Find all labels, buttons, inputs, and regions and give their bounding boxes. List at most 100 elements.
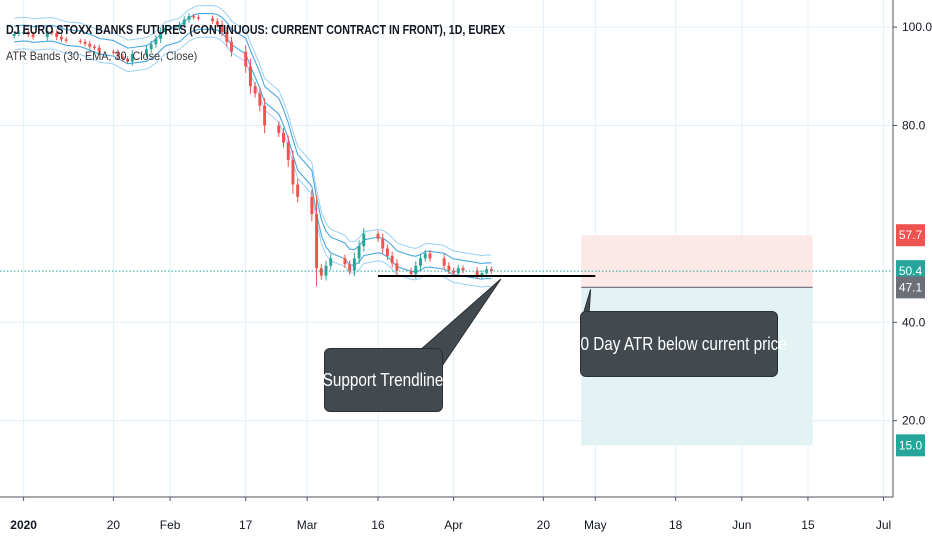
y-tick-label: 40.0 bbox=[902, 315, 926, 329]
candle bbox=[315, 195, 319, 287]
x-tick-label: May bbox=[584, 518, 607, 532]
callout-atr-text: 30 Day ATR below current price bbox=[571, 333, 787, 354]
candle bbox=[12, 31, 16, 39]
candle bbox=[244, 45, 248, 73]
x-tick-label: Mar bbox=[297, 518, 318, 532]
candle bbox=[130, 49, 134, 66]
candle bbox=[93, 44, 96, 50]
atr-upper-outer bbox=[14, 5, 492, 257]
candle bbox=[447, 262, 451, 275]
candle bbox=[126, 56, 130, 65]
atr-upper-inner bbox=[14, 12, 492, 265]
candle bbox=[452, 267, 456, 276]
candle bbox=[163, 24, 167, 36]
indicator-label[interactable]: ATR Bands (30, EMA, 30, Close, Close) bbox=[6, 49, 198, 63]
candle bbox=[357, 240, 361, 265]
svg-text:50.4: 50.4 bbox=[899, 264, 923, 278]
candle bbox=[248, 58, 252, 94]
callout-atr-note[interactable]: 30 Day ATR below current price bbox=[572, 311, 786, 377]
candle bbox=[291, 150, 295, 194]
y-tick-label: 20.0 bbox=[902, 414, 926, 428]
candle bbox=[489, 266, 493, 274]
candle bbox=[475, 267, 479, 280]
candle bbox=[362, 228, 366, 252]
atr-lower-outer bbox=[14, 36, 492, 288]
x-tick-label: Apr bbox=[444, 518, 463, 532]
candle bbox=[296, 178, 300, 203]
candle bbox=[55, 29, 59, 41]
candle bbox=[50, 28, 54, 36]
candle bbox=[192, 13, 196, 20]
candle bbox=[116, 49, 120, 60]
candle bbox=[376, 230, 380, 243]
candle bbox=[352, 252, 356, 277]
candle bbox=[211, 15, 215, 25]
candle bbox=[17, 30, 21, 37]
atr-bands bbox=[14, 5, 492, 288]
price-badge: 47.1 bbox=[896, 276, 925, 299]
svg-text:15.0: 15.0 bbox=[899, 438, 923, 452]
candle bbox=[145, 45, 148, 58]
atr-lower-inner bbox=[14, 28, 492, 280]
candle bbox=[310, 189, 314, 222]
candle bbox=[97, 44, 101, 55]
x-tick-label: Jun bbox=[732, 518, 751, 532]
candle bbox=[461, 265, 465, 274]
candle bbox=[45, 27, 49, 41]
candle bbox=[59, 34, 63, 43]
candle bbox=[442, 254, 446, 270]
candle bbox=[423, 249, 427, 262]
candle bbox=[277, 121, 281, 138]
price-badges: 57.7 50.4 47.1 15.0 bbox=[896, 224, 925, 457]
x-tick-label: 20 bbox=[537, 518, 551, 532]
x-tick-label: 18 bbox=[669, 518, 683, 532]
x-tick-label: 16 bbox=[371, 518, 385, 532]
candle bbox=[159, 27, 163, 43]
candle bbox=[329, 254, 333, 270]
chart-title: DJ EURO STOXX BANKS FUTURES (CONTINUOUS:… bbox=[6, 22, 506, 37]
candle bbox=[343, 254, 347, 268]
candle bbox=[220, 20, 224, 37]
x-tick-label: Jul bbox=[876, 518, 891, 532]
candle bbox=[182, 16, 186, 29]
y-tick-label: 80.0 bbox=[902, 118, 926, 132]
candle bbox=[64, 36, 68, 44]
candle bbox=[187, 13, 191, 23]
price-badge: 15.0 bbox=[896, 434, 925, 457]
candle bbox=[419, 254, 422, 270]
candle bbox=[230, 36, 233, 57]
candle bbox=[395, 259, 399, 275]
target-zone[interactable] bbox=[581, 235, 813, 288]
candle bbox=[215, 18, 219, 28]
x-tick-label: 15 bbox=[801, 518, 815, 532]
x-axis[interactable]: 2020 20 Feb 17 Mar 16 Apr 20 May 18 Jun 15 Jul bbox=[0, 496, 932, 550]
candle bbox=[258, 87, 262, 112]
candle bbox=[428, 249, 432, 262]
candle bbox=[111, 49, 115, 55]
candle bbox=[31, 31, 35, 40]
candle bbox=[22, 29, 26, 35]
candle bbox=[83, 39, 87, 47]
x-tick-label: Feb bbox=[160, 518, 181, 532]
callout-support-trendline[interactable]: Support Trendline bbox=[323, 348, 444, 412]
candle bbox=[196, 14, 200, 21]
candle bbox=[178, 21, 182, 32]
candle bbox=[225, 27, 229, 47]
candle bbox=[26, 29, 30, 38]
candle bbox=[381, 233, 385, 254]
candle bbox=[154, 35, 158, 48]
x-tick-label: 2020 bbox=[10, 518, 37, 532]
y-tick-label: 100.0 bbox=[902, 20, 932, 34]
svg-text:47.1: 47.1 bbox=[899, 280, 923, 294]
x-tick-label: 20 bbox=[107, 518, 121, 532]
candle bbox=[456, 264, 460, 277]
callout-pointers bbox=[416, 278, 607, 374]
candle bbox=[319, 264, 323, 280]
candle bbox=[78, 38, 82, 45]
candle bbox=[385, 244, 389, 261]
candle bbox=[88, 40, 92, 50]
candle bbox=[149, 40, 153, 53]
candle bbox=[390, 251, 394, 268]
x-tick-label: 17 bbox=[239, 518, 253, 532]
